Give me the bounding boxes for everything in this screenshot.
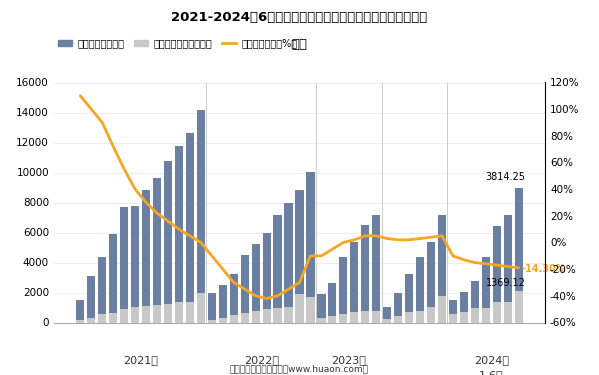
Bar [219,285,227,322]
Bar [142,306,150,322]
Bar [306,172,314,322]
Bar [164,304,172,322]
Text: 面积: 面积 [292,38,307,51]
Text: 2022年: 2022年 [244,356,279,366]
Text: -14.30%: -14.30% [522,264,567,273]
Bar [120,207,128,322]
Bar [460,312,468,322]
Bar [317,294,325,322]
Bar [285,203,293,322]
Bar [372,310,380,322]
Text: 2023年: 2023年 [331,356,366,366]
Bar [515,188,523,322]
Bar [252,310,260,322]
Bar [394,316,403,322]
Bar [383,307,391,322]
Bar [175,146,183,322]
Bar [262,232,271,322]
Bar [416,310,424,322]
Bar [175,302,183,322]
Bar [361,225,370,322]
Text: 1369.12: 1369.12 [486,278,525,288]
Bar [274,215,282,322]
Bar [350,242,358,322]
Bar [449,314,457,322]
Bar [449,300,457,322]
Bar [98,314,107,322]
Bar [285,307,293,322]
Bar [153,305,161,322]
Text: 2021年: 2021年 [123,356,158,366]
Bar [383,319,391,322]
Bar [274,308,282,322]
Bar [164,160,172,322]
Bar [131,206,139,322]
Bar [186,302,194,322]
Bar [328,316,337,322]
Bar [208,320,216,322]
Bar [295,190,304,322]
Bar [482,308,490,322]
Bar [153,178,161,322]
Bar [339,314,347,322]
Bar [76,320,84,322]
Bar [416,257,424,322]
Bar [361,311,370,322]
Bar [339,257,347,322]
Bar [186,133,194,322]
Bar [438,214,446,322]
Bar [295,294,304,322]
Bar [109,234,117,322]
Bar [87,276,95,322]
Bar [229,274,238,322]
Text: 2021-2024年6月江苏省房地产商品住宅及商品住宅现房销售: 2021-2024年6月江苏省房地产商品住宅及商品住宅现房销售 [171,11,428,24]
Bar [241,255,249,322]
Bar [492,226,501,322]
Bar [460,292,468,322]
Bar [76,300,84,322]
Bar [350,312,358,322]
Bar [317,318,325,322]
Bar [405,274,413,322]
Bar [482,257,490,322]
Bar [241,313,249,322]
Text: 制图：华经产业研究院（www.huaon.com）: 制图：华经产业研究院（www.huaon.com） [230,364,369,373]
Bar [252,244,260,322]
Bar [109,313,117,322]
Bar [504,302,512,322]
Legend: 商品住宅（万㎡）, 商品住宅现房（万㎡）, 商品住宅增速（%）: 商品住宅（万㎡）, 商品住宅现房（万㎡）, 商品住宅增速（%） [54,34,301,53]
Bar [262,309,271,322]
Bar [515,291,523,322]
Bar [427,307,435,322]
Bar [120,309,128,322]
Bar [87,318,95,322]
Bar [427,242,435,322]
Text: 1-6月: 1-6月 [479,370,504,375]
Bar [98,257,107,322]
Bar [438,296,446,322]
Bar [471,308,479,322]
Bar [372,215,380,322]
Bar [196,293,205,322]
Bar [328,283,337,322]
Bar [306,297,314,322]
Bar [394,293,403,322]
Bar [229,315,238,322]
Bar [471,280,479,322]
Text: 3814.25: 3814.25 [486,171,525,182]
Bar [196,110,205,322]
Bar [208,292,216,322]
Bar [219,318,227,322]
Bar [131,307,139,322]
Bar [405,312,413,322]
Bar [142,190,150,322]
Text: 2024年: 2024年 [474,356,509,366]
Bar [504,215,512,322]
Bar [492,302,501,322]
